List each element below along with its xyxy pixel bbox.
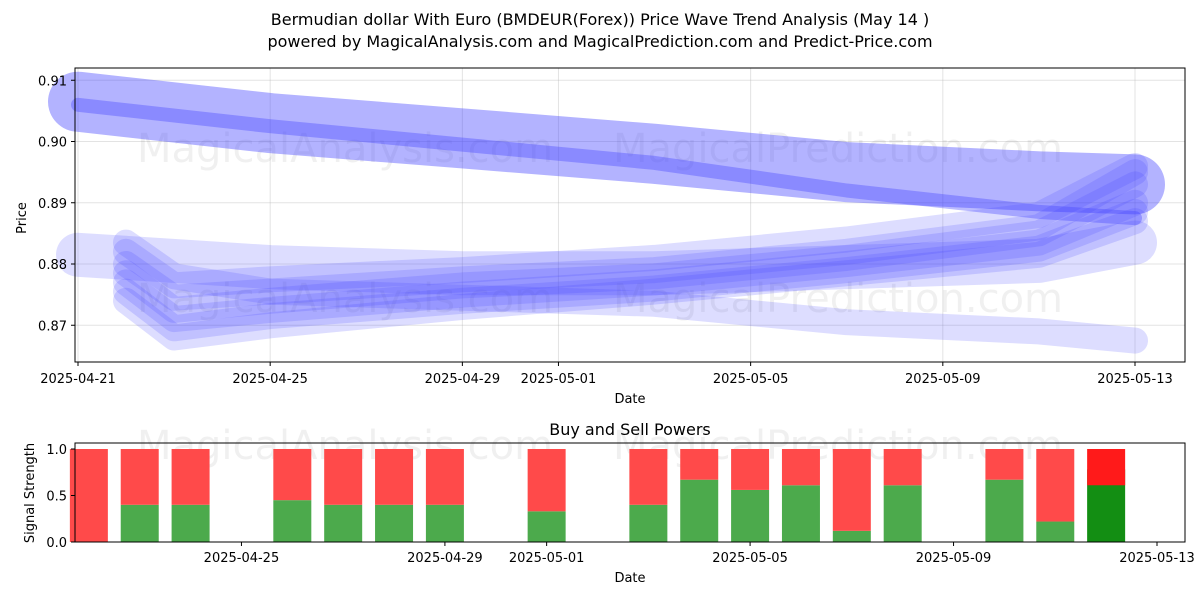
x-tick-label: 2025-05-09 (916, 551, 992, 566)
buy-bar (985, 479, 1024, 542)
sell-bar (883, 449, 922, 486)
watermark-text: MagicalAnalysis.com (137, 126, 553, 172)
wave-series-8 (113, 198, 1148, 342)
y-tick-label: 0.0 (46, 536, 67, 551)
buy-bar (629, 504, 668, 542)
x-tick-label: 2025-05-05 (713, 372, 789, 387)
sell-bar (1087, 449, 1126, 486)
sell-bar (985, 449, 1024, 480)
buy-bar (883, 485, 922, 542)
wave-series-2 (71, 97, 1142, 226)
x-tick-label: 2025-05-13 (1119, 551, 1195, 566)
buy-bar (375, 504, 414, 542)
wave-series-3 (113, 229, 1148, 354)
sell-bar (375, 449, 414, 505)
chart-subtitle: powered by MagicalAnalysis.com and Magic… (267, 32, 933, 51)
wave-series-6 (113, 171, 1148, 323)
sell-bar (273, 449, 312, 501)
x-axis-label: Date (614, 571, 645, 586)
buy-bar (680, 479, 719, 542)
sell-bar (680, 449, 719, 480)
wave-series-5 (113, 159, 1148, 311)
y-axis-label: Signal Strength (23, 443, 38, 543)
sell-bar (527, 449, 566, 512)
buy-bar (731, 489, 770, 542)
y-tick-label: 0.90 (38, 136, 67, 151)
y-tick-label: 0.91 (38, 74, 67, 89)
x-axis-label: Date (614, 392, 645, 407)
wave-series-7 (113, 189, 1148, 333)
sell-bar (69, 449, 108, 542)
x-tick-label: 2025-04-29 (407, 551, 483, 566)
top-plot-frame (74, 67, 1186, 363)
y-tick-label: 0.88 (38, 258, 67, 273)
bottom-plot-frame (74, 442, 1186, 543)
buy-bar (527, 511, 566, 542)
y-tick-label: 0.5 (46, 490, 67, 505)
wave-series-1 (48, 71, 1165, 215)
x-tick-label: 2025-04-25 (232, 372, 308, 387)
x-tick-label: 2025-05-09 (905, 372, 981, 387)
y-tick-label: 0.89 (38, 197, 67, 212)
x-tick-label: 2025-04-29 (425, 372, 501, 387)
buy-bar (425, 504, 464, 542)
buy-bar (273, 500, 312, 542)
sell-bar (629, 449, 668, 505)
buy-bar (120, 504, 159, 542)
sell-bar (781, 449, 820, 486)
panel-title: Buy and Sell Powers (549, 420, 711, 439)
sell-bar (171, 449, 210, 505)
x-tick-label: 2025-04-21 (40, 372, 116, 387)
x-tick-label: 2025-05-01 (521, 372, 597, 387)
buy-bar (1036, 521, 1075, 542)
y-tick-label: 1.0 (46, 443, 67, 458)
wave-series-9 (113, 208, 1148, 351)
wave-series-4 (113, 153, 1148, 299)
x-tick-label: 2025-05-13 (1097, 372, 1173, 387)
buy-bar (324, 504, 363, 542)
buy-bar (171, 504, 210, 542)
x-tick-label: 2025-04-25 (204, 551, 280, 566)
watermark-text: MagicalPrediction.com (613, 126, 1063, 172)
y-axis-label: Price (15, 202, 30, 234)
buy-bar (832, 530, 871, 542)
chart-title: Bermudian dollar With Euro (BMDEUR(Forex… (270, 10, 930, 29)
watermark-text: MagicalAnalysis.com (137, 276, 553, 322)
watermark-text: MagicalPrediction.com (613, 276, 1063, 322)
y-tick-label: 0.87 (38, 319, 67, 334)
sell-bar (120, 449, 159, 505)
wave-series-10 (56, 220, 1157, 296)
x-tick-label: 2025-05-01 (509, 551, 585, 566)
buy-bar (781, 485, 820, 542)
sell-bar (1036, 449, 1075, 522)
x-tick-label: 2025-05-05 (712, 551, 788, 566)
sell-bar (731, 449, 770, 490)
sell-bar (324, 449, 363, 505)
sell-bar (425, 449, 464, 505)
sell-bar (832, 449, 871, 531)
